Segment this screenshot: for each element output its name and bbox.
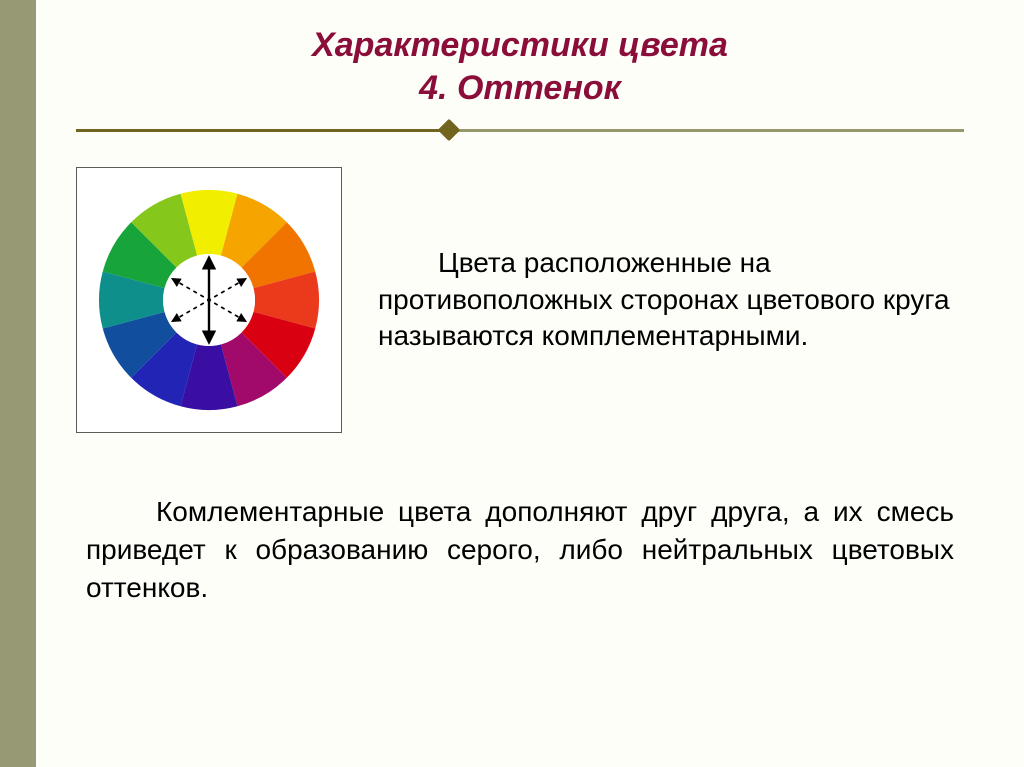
- divider-diamond: [438, 119, 461, 142]
- title-line-2: 4. Оттенок: [419, 69, 621, 107]
- title-divider: [76, 119, 964, 141]
- right-paragraph: Цвета расположенные на противоположных с…: [378, 245, 964, 354]
- title-line-1: Характеристики цвета: [312, 26, 728, 64]
- bottom-paragraph: Комлементарные цвета дополняют друг друг…: [86, 493, 954, 606]
- slide-content: Характеристики цвета 4. Оттенок Цвета ра…: [36, 0, 1024, 767]
- side-accent-strip: [0, 0, 36, 767]
- right-paragraph-text: Цвета расположенные на противоположных с…: [378, 247, 950, 351]
- slide-title: Характеристики цвета 4. Оттенок: [76, 24, 964, 109]
- bottom-paragraph-text: Комлементарные цвета дополняют друг друг…: [86, 496, 954, 603]
- divider-accent: [76, 129, 449, 132]
- middle-row: Цвета расположенные на противоположных с…: [76, 167, 964, 433]
- color-wheel-box: [76, 167, 342, 433]
- color-wheel-diagram: [89, 180, 329, 420]
